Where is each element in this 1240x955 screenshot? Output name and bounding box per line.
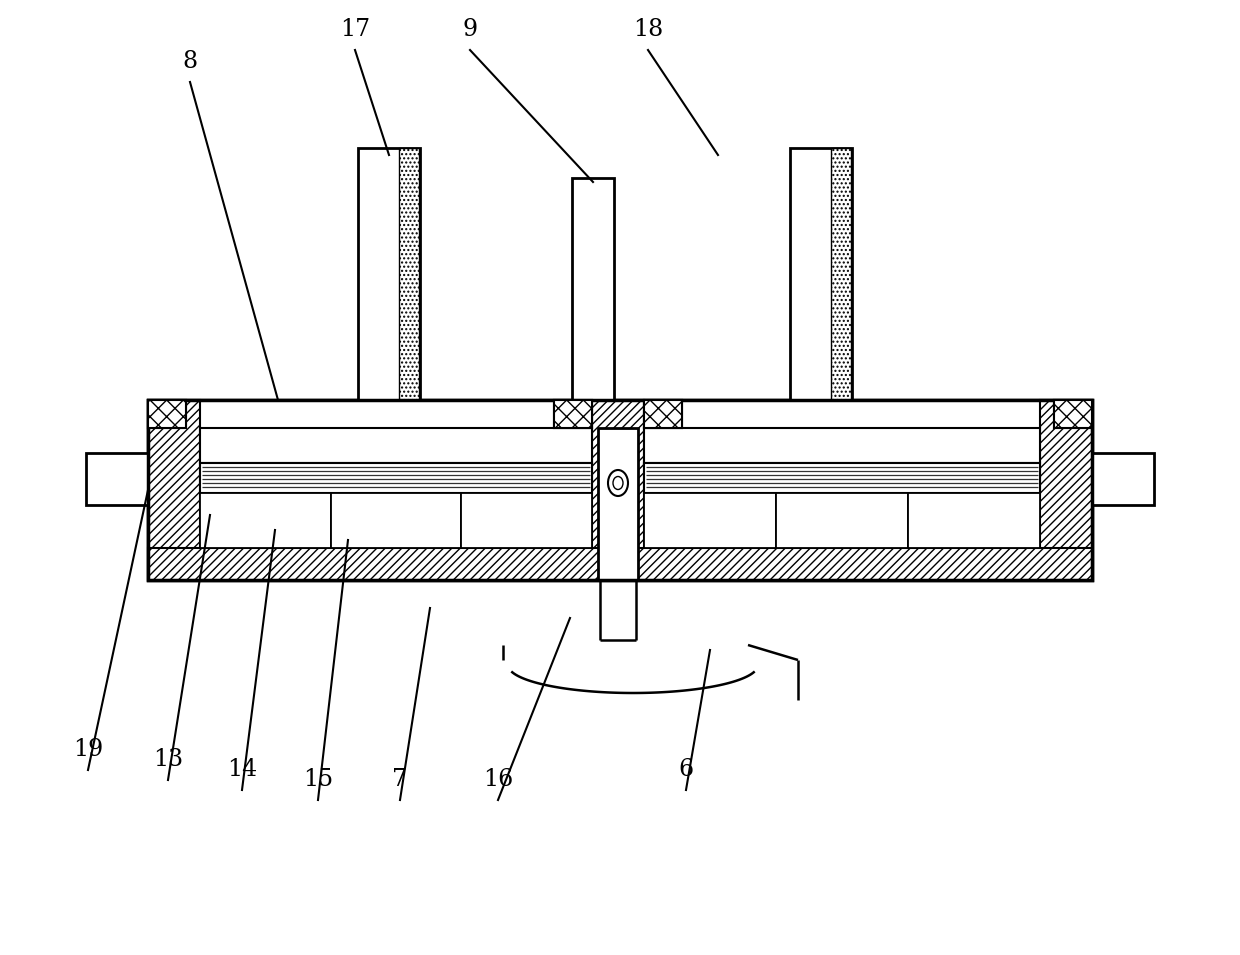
Text: 6: 6 — [678, 758, 693, 781]
Bar — [200, 493, 331, 548]
Bar — [358, 148, 420, 400]
Bar — [148, 400, 1092, 428]
Ellipse shape — [613, 477, 622, 490]
Ellipse shape — [608, 470, 627, 496]
Bar — [331, 493, 461, 548]
Bar — [200, 428, 591, 463]
Bar — [1054, 400, 1092, 428]
Bar — [790, 148, 852, 400]
Text: 9: 9 — [463, 18, 477, 41]
Bar — [591, 400, 644, 580]
Bar — [572, 178, 614, 400]
Bar — [86, 453, 148, 505]
Bar — [644, 463, 1040, 493]
Bar — [148, 400, 186, 428]
Bar — [644, 493, 776, 548]
Bar — [399, 148, 419, 400]
Bar — [644, 428, 1040, 463]
Bar — [148, 400, 1092, 580]
Text: 18: 18 — [632, 18, 663, 41]
Bar — [148, 400, 200, 580]
Text: 16: 16 — [482, 769, 513, 792]
Text: 7: 7 — [393, 769, 408, 792]
Bar — [644, 400, 682, 428]
Bar — [200, 463, 591, 493]
Bar — [1054, 400, 1092, 428]
Bar — [831, 148, 851, 400]
Bar — [148, 400, 186, 428]
Text: 15: 15 — [303, 769, 334, 792]
Text: 19: 19 — [73, 738, 103, 761]
Bar — [148, 400, 1092, 580]
Text: 14: 14 — [227, 758, 257, 781]
Bar — [1040, 400, 1092, 580]
Bar — [644, 400, 682, 428]
Bar — [554, 400, 591, 428]
Text: 13: 13 — [153, 749, 184, 772]
Text: 8: 8 — [182, 51, 197, 74]
Bar — [776, 493, 908, 548]
Bar — [148, 548, 1092, 580]
Bar — [908, 493, 1040, 548]
Text: 17: 17 — [340, 18, 370, 41]
Bar — [461, 493, 591, 548]
Bar — [1092, 453, 1154, 505]
Bar — [554, 400, 591, 428]
Bar — [598, 428, 639, 580]
